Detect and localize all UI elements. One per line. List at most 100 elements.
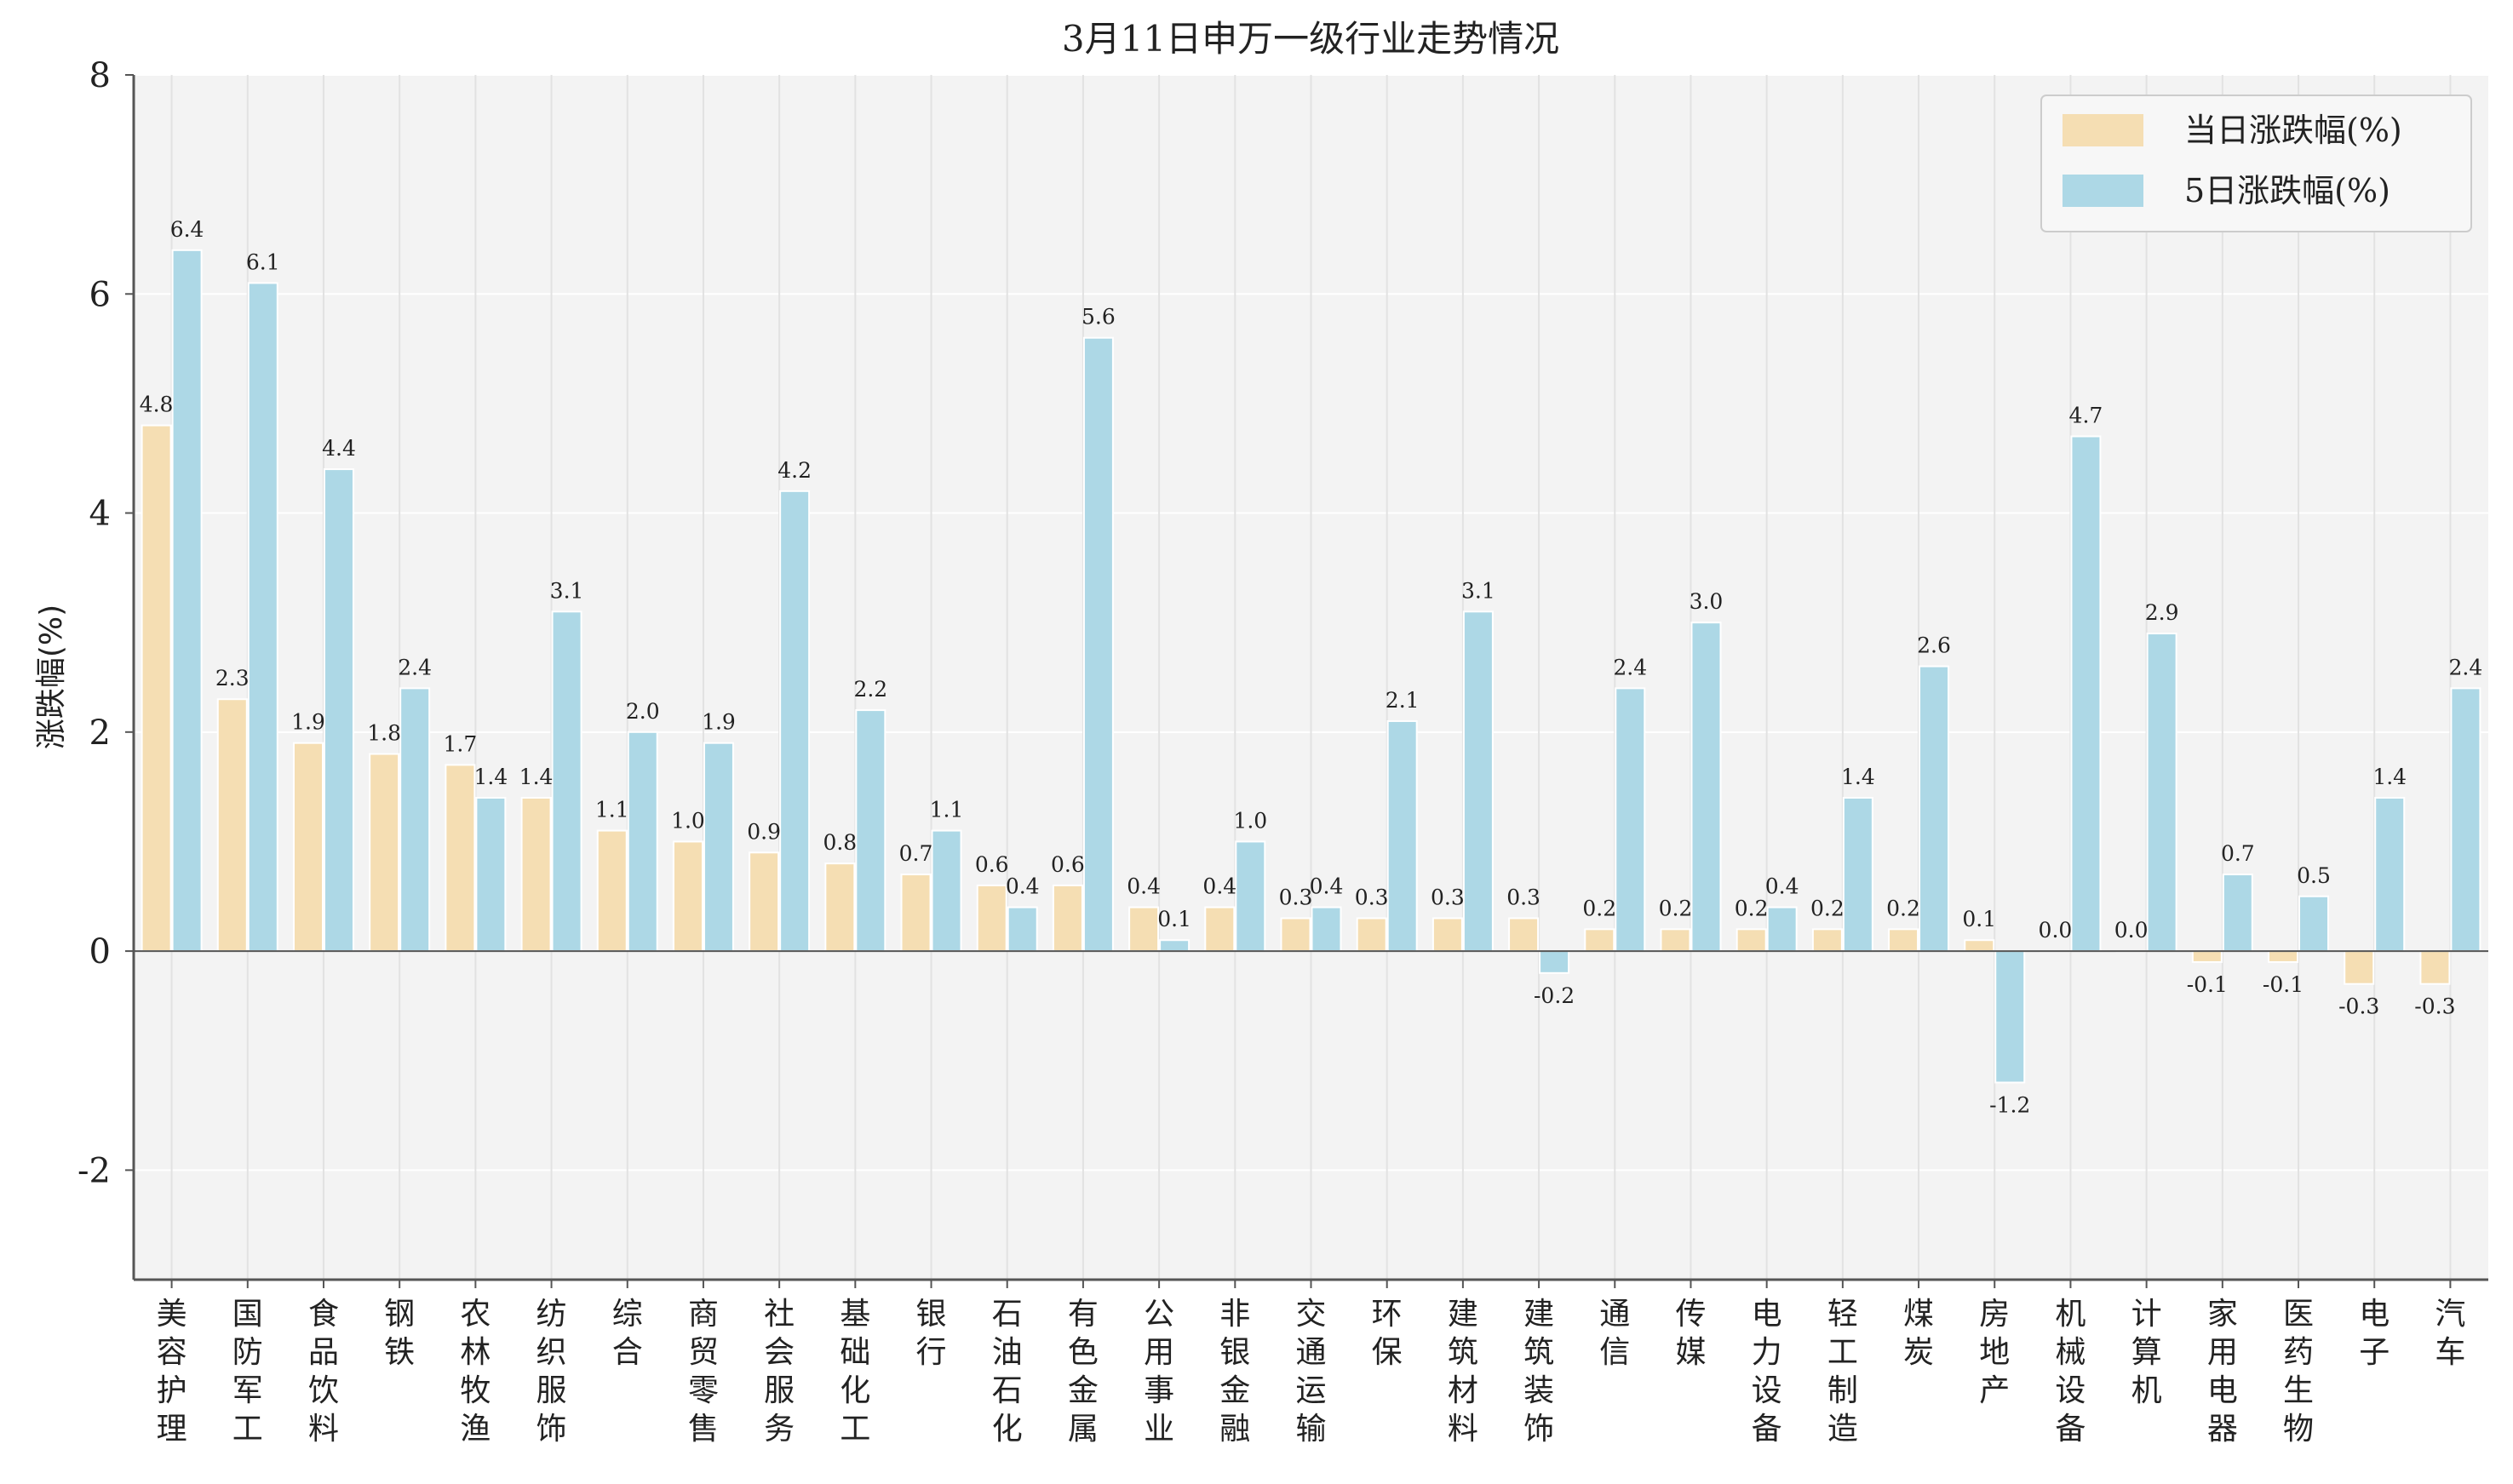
x-tick-label: 建筑材料: [1448, 1297, 1478, 1447]
bar-daily: [1584, 928, 1615, 953]
bar-daily: [292, 742, 324, 953]
bar-5day: [1615, 687, 1646, 953]
bar-daily: [445, 764, 476, 953]
bar-daily: [369, 753, 400, 953]
data-label: 6.4: [170, 217, 204, 242]
data-label: 0.3: [1355, 885, 1389, 910]
data-label: 0.4: [1006, 874, 1040, 899]
legend-box: [2040, 95, 2472, 232]
x-tick-label: 银行: [916, 1297, 947, 1370]
bar-daily: [1204, 906, 1236, 953]
x-tick-label: 传媒: [1675, 1297, 1706, 1370]
x-tick-label: 医药生物: [2283, 1297, 2314, 1447]
x-tick-label: 建筑装饰: [1523, 1297, 1554, 1447]
y-tick-labels: -2 0 2 4 6 8: [77, 56, 111, 1190]
x-tick-label: 家用电器: [2207, 1297, 2238, 1447]
bar-5day: [931, 829, 962, 953]
bar-daily: [824, 862, 856, 953]
y-tick-label: 6: [89, 275, 111, 314]
bar-5day: [247, 282, 278, 953]
bar-5day: [551, 610, 582, 953]
data-label: -1.2: [1989, 1092, 2030, 1117]
data-label: 0.2: [1659, 896, 1693, 920]
x-tick-label: 社会服务: [764, 1297, 795, 1447]
data-label: 2.4: [2449, 655, 2483, 679]
data-label: 4.4: [322, 436, 356, 461]
data-label: 0.7: [899, 841, 933, 866]
x-tick-label: 农林牧渔: [460, 1297, 491, 1447]
data-label: 2.1: [1386, 688, 1420, 713]
y-tick-label: 8: [89, 56, 111, 95]
data-label: 2.0: [626, 699, 660, 724]
x-tick-label: 纺织服饰: [536, 1297, 567, 1447]
bar-5day: [323, 468, 354, 953]
legend-swatch-daily: [2063, 114, 2143, 146]
data-label: 2.3: [215, 666, 250, 690]
data-label: 0.0: [2039, 918, 2073, 943]
y-tick-label: 2: [89, 713, 111, 753]
data-label: 2.4: [398, 655, 432, 679]
data-label: -0.1: [2187, 972, 2228, 997]
x-tick-label: 基础化工: [840, 1297, 870, 1447]
bar-daily: [749, 851, 780, 953]
data-label: 1.8: [367, 721, 401, 746]
bar-daily: [1052, 884, 1083, 953]
x-tick-label: 非银金融: [1219, 1297, 1250, 1447]
data-label: 2.6: [1917, 633, 1951, 658]
bar-5day: [703, 742, 734, 953]
x-tick-label: 综合: [612, 1297, 643, 1370]
bar-daily: [2419, 950, 2451, 985]
bar-5day: [1311, 906, 1342, 953]
data-label: 1.4: [2372, 765, 2407, 789]
x-tick-label: 有色金属: [1068, 1297, 1099, 1447]
data-label: 1.0: [1233, 808, 1267, 833]
data-label: 2.2: [853, 677, 887, 702]
bar-5day: [1690, 622, 1722, 953]
legend: 当日涨跌幅(%) 5日涨跌幅(%): [2040, 95, 2472, 232]
bar-daily: [1660, 928, 1691, 953]
bar-5day: [1539, 950, 1570, 974]
data-label: 0.9: [747, 819, 781, 844]
data-label: 0.3: [1431, 885, 1465, 910]
bar-5day: [2146, 633, 2177, 953]
bar-daily: [141, 424, 172, 953]
y-tick-label: 4: [89, 495, 111, 534]
data-label: 0.2: [1810, 896, 1845, 920]
data-label: 0.6: [1051, 852, 1085, 877]
x-tick-label: 交通运输: [1295, 1297, 1326, 1447]
data-label: 0.2: [1886, 896, 1920, 920]
bar-5day: [1766, 906, 1798, 953]
data-label: 0.2: [1735, 896, 1769, 920]
bar-daily: [1508, 917, 1540, 953]
bars: [141, 249, 2481, 1084]
x-tick-label: 商贸零售: [688, 1297, 719, 1447]
data-label: 1.4: [519, 765, 554, 789]
data-label: 0.4: [1310, 874, 1344, 899]
bar-daily: [216, 698, 248, 953]
data-label: 2.9: [2145, 600, 2179, 625]
x-tick-label: 公用事业: [1144, 1297, 1174, 1447]
x-tick-label: 电力设备: [1752, 1297, 1782, 1447]
data-label: 0.3: [1506, 885, 1541, 910]
x-tick-label: 食品饮料: [308, 1297, 339, 1447]
x-tick-label: 电子: [2359, 1297, 2390, 1370]
bar-5day: [779, 490, 811, 953]
bar-daily: [1356, 917, 1387, 953]
bar-daily: [672, 840, 703, 953]
bar-daily: [520, 797, 552, 953]
bar-5day: [1386, 719, 1418, 953]
x-tick-label: 机械设备: [2055, 1297, 2086, 1447]
bar-5day: [2450, 687, 2481, 953]
bar-5day: [1994, 950, 2026, 1084]
x-tick-labels: 美容护理 国防军工 食品饮料 钢铁 农林牧渔 纺织服饰 综合 商贸零售 社会服务 基础化工 银行石油…: [157, 1297, 2466, 1447]
bar-daily: [900, 874, 932, 953]
legend-swatch-5day: [2063, 175, 2143, 207]
data-label: 0.6: [975, 852, 1009, 877]
x-tick-label: 通信: [1599, 1297, 1630, 1370]
data-label: 3.1: [550, 578, 584, 603]
bar-daily: [2344, 950, 2375, 985]
data-labels: 4.8 6.4 2.3 6.1 1.9 4.4 1.8 2.4 1.7 1.4 1.4 3.1 1.1 2…: [140, 217, 2483, 1118]
data-label: 5.6: [1082, 305, 1116, 329]
bar-daily: [1888, 928, 1919, 953]
x-tick-label: 环保: [1372, 1297, 1403, 1370]
